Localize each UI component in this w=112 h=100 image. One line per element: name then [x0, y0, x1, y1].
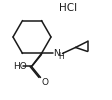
Text: HCl: HCl	[59, 3, 77, 13]
Text: O: O	[41, 78, 48, 88]
Text: H: H	[58, 52, 64, 61]
Text: HO: HO	[14, 62, 27, 71]
Text: N: N	[54, 49, 60, 58]
